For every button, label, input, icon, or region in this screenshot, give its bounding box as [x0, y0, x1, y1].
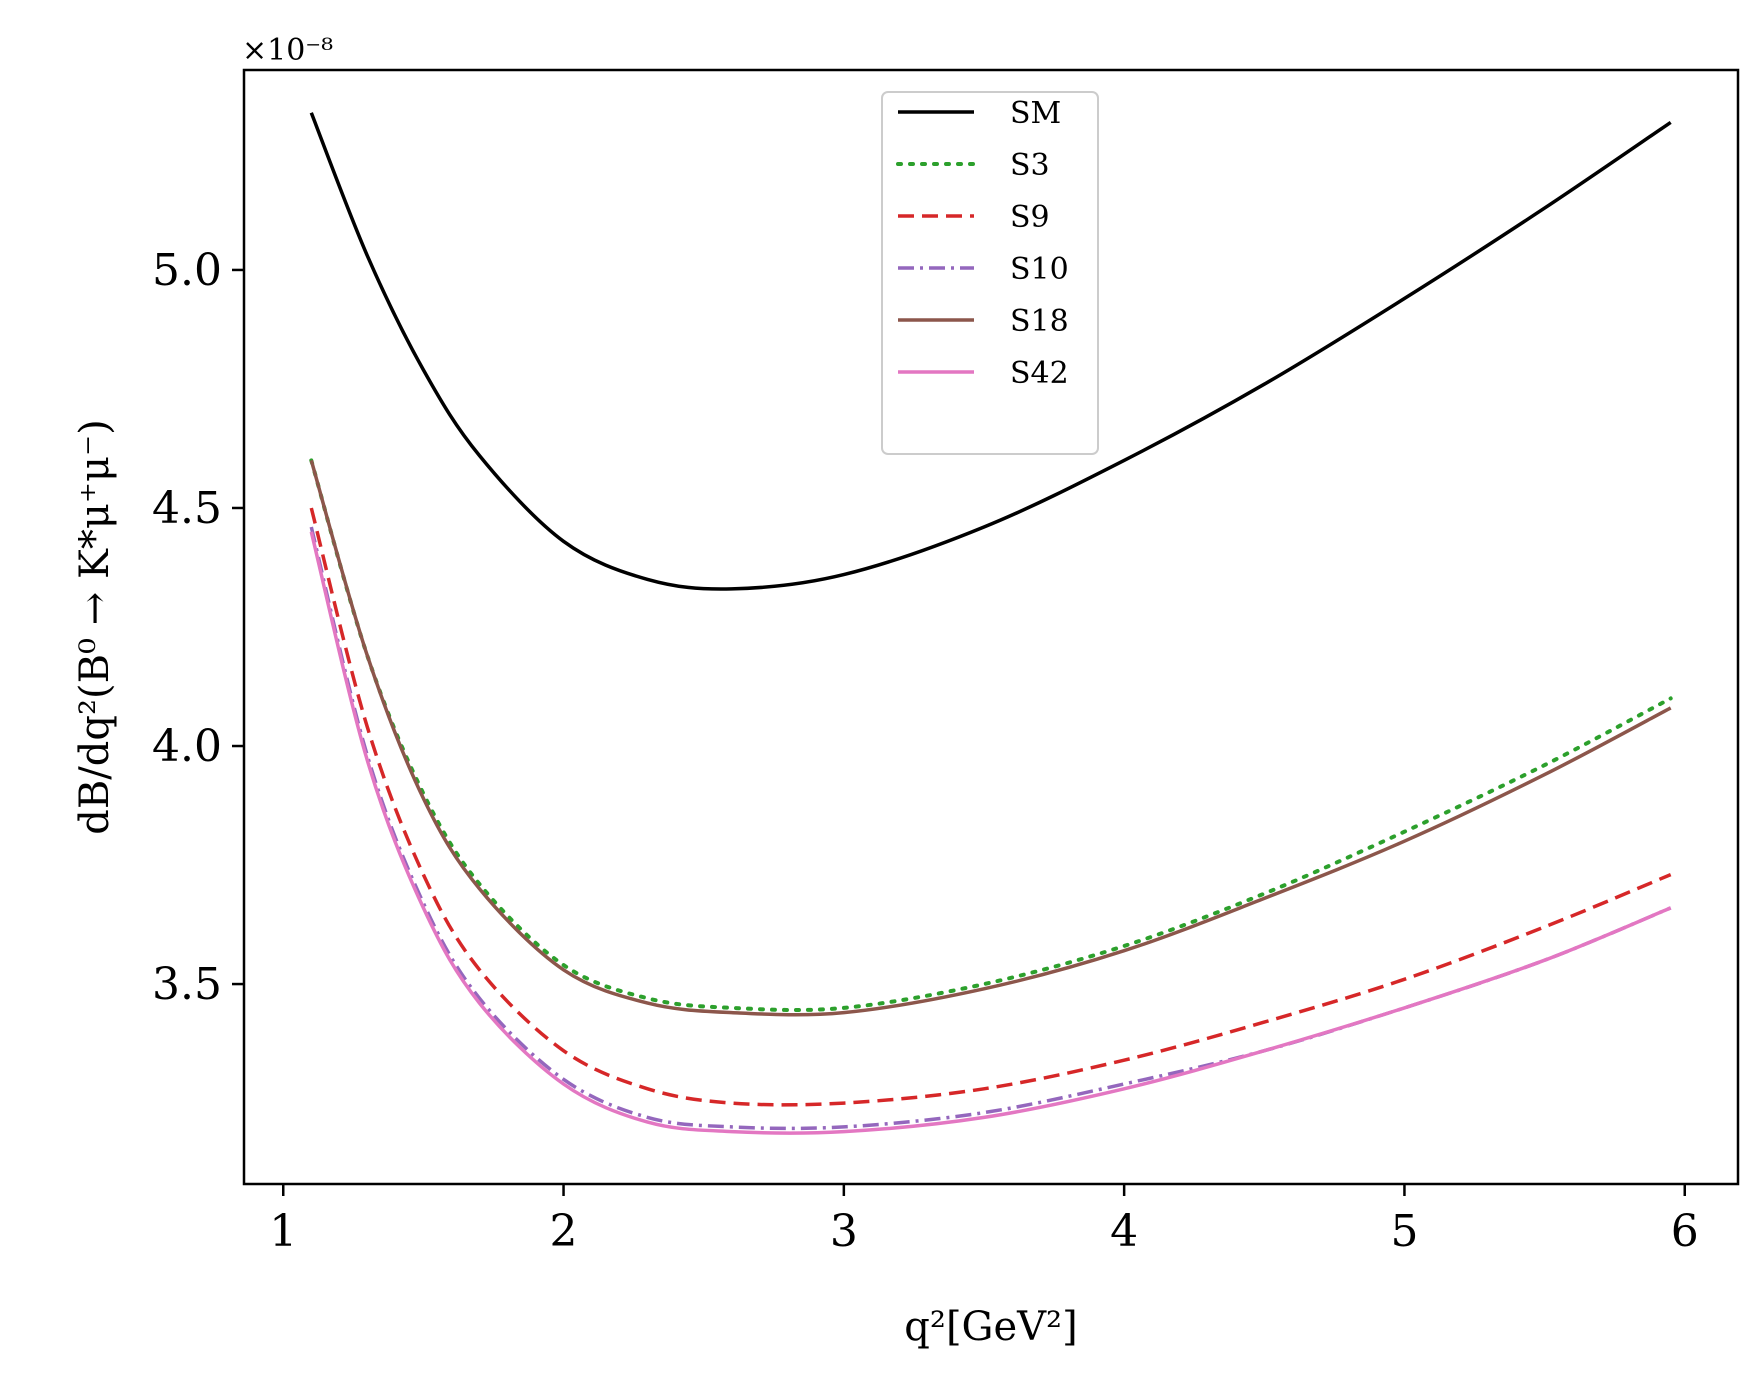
legend-label-sm: SM [1010, 96, 1061, 131]
legend: SM S3 S9 S10 S18 S42 [881, 91, 1099, 455]
y-tick-label: 4.0 [152, 721, 222, 772]
y-offset-label: ×10⁻⁸ [242, 33, 333, 68]
x-axis-ticks: 1 2 3 4 5 6 [269, 1184, 1699, 1257]
x-axis-title: q²[GeV²] [904, 1304, 1077, 1350]
x-tick-label: 2 [550, 1206, 578, 1257]
series-layer [309, 112, 1673, 1135]
legend-box [881, 91, 1099, 455]
x-tick-label: 6 [1671, 1206, 1699, 1257]
legend-label-s10: S10 [1010, 252, 1069, 287]
plot-frame [242, 68, 1740, 1186]
legend-label-s42: S42 [1010, 356, 1069, 391]
series-line-s9 [309, 507, 1672, 1107]
y-tick-label: 5.0 [152, 245, 222, 296]
x-tick-label: 1 [269, 1206, 297, 1257]
series-line-s42 [309, 531, 1672, 1135]
y-tick-label: 3.5 [152, 959, 222, 1010]
y-tick-label: 4.5 [152, 483, 222, 534]
legend-label-s18: S18 [1010, 304, 1069, 339]
x-tick-label: 5 [1390, 1206, 1418, 1257]
legend-label-s9: S9 [1010, 200, 1050, 235]
x-tick-label: 4 [1110, 1206, 1138, 1257]
y-axis-title: dB/dq²(B⁰ → K*μ⁺μ⁻) [72, 419, 118, 834]
series-line-s18 [309, 459, 1672, 1017]
series-line-sm [309, 112, 1672, 591]
legend-label-s3: S3 [1010, 148, 1050, 183]
y-axis-ticks: 3.5 4.0 4.5 5.0 [152, 245, 244, 1010]
x-tick-label: 3 [830, 1206, 858, 1257]
series-line-s3 [309, 458, 1673, 1013]
